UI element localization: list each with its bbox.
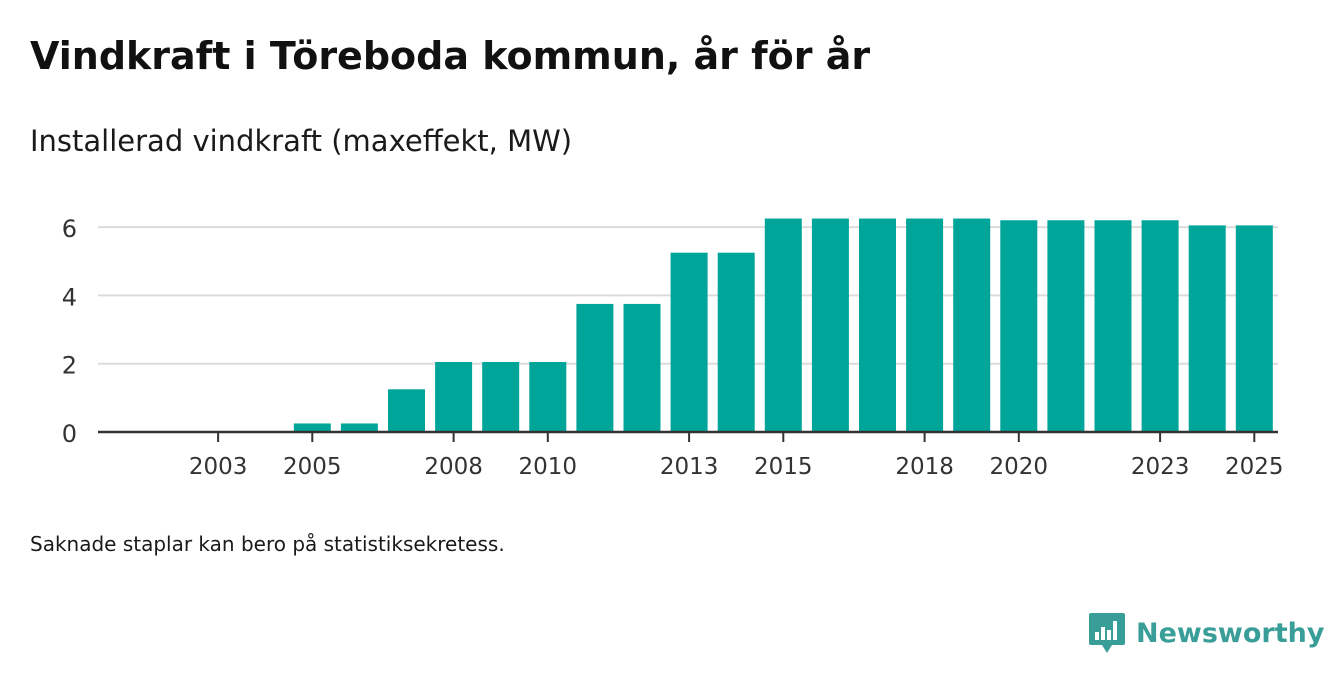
y-tick-label: 2: [62, 352, 77, 380]
x-tick-label: 2008: [424, 454, 483, 480]
x-tick-label: 2003: [189, 454, 248, 480]
newsworthy-brand[interactable]: Newsworthy: [1088, 612, 1324, 654]
bar-chart: 0 2 4 6 2003 2005 2008 2010 2013 2015 2018 2020 2023…: [62, 215, 1284, 480]
x-tick-label: 2015: [754, 454, 813, 480]
bar-2018[interactable]: [906, 218, 944, 432]
x-tick-label: 2018: [895, 454, 954, 480]
brand-name: Newsworthy: [1136, 617, 1325, 649]
footnote: Saknade staplar kan bero på statistiksek…: [30, 532, 505, 556]
bar-2012[interactable]: [623, 303, 661, 432]
bar-2023[interactable]: [1141, 220, 1179, 432]
x-tick-label: 2020: [990, 454, 1049, 480]
bar-2017[interactable]: [859, 218, 896, 432]
y-tick-label: 4: [62, 283, 77, 311]
y-tick-label: 6: [62, 215, 77, 243]
bar-2025[interactable]: [1235, 225, 1273, 432]
x-tick-label: 2013: [660, 454, 719, 480]
y-tick-label: 0: [62, 420, 77, 448]
bar-2021[interactable]: [1047, 220, 1085, 432]
bars: [293, 218, 1273, 432]
bar-2024[interactable]: [1188, 225, 1226, 432]
bar-2005[interactable]: [293, 423, 331, 432]
bar-2011[interactable]: [576, 303, 614, 432]
x-tick-label: 2005: [283, 454, 342, 480]
x-tick-label: 2010: [519, 454, 578, 480]
bar-2019[interactable]: [953, 218, 991, 432]
chart-title: Vindkraft i Töreboda kommun, år för år: [30, 34, 871, 78]
newsworthy-logo-icon: [1089, 613, 1125, 653]
bar-2013[interactable]: [670, 252, 708, 432]
bar-2016[interactable]: [811, 218, 849, 432]
bar-2007[interactable]: [388, 389, 425, 432]
bar-2010[interactable]: [529, 361, 567, 432]
axes: 0 2 4 6 2003 2005 2008 2010 2013 2015 2018 2020 2023…: [62, 215, 1284, 480]
bar-2015[interactable]: [764, 218, 802, 432]
bar-2008[interactable]: [435, 361, 473, 432]
x-tick-label: 2023: [1131, 454, 1190, 480]
bar-2022[interactable]: [1094, 220, 1132, 432]
bar-2006[interactable]: [340, 423, 378, 432]
bar-2020[interactable]: [1000, 220, 1038, 432]
chart-subtitle: Installerad vindkraft (maxeffekt, MW): [30, 124, 573, 158]
bar-2014[interactable]: [717, 252, 755, 432]
bar-2009[interactable]: [482, 361, 520, 432]
x-tick-label: 2025: [1225, 454, 1284, 480]
